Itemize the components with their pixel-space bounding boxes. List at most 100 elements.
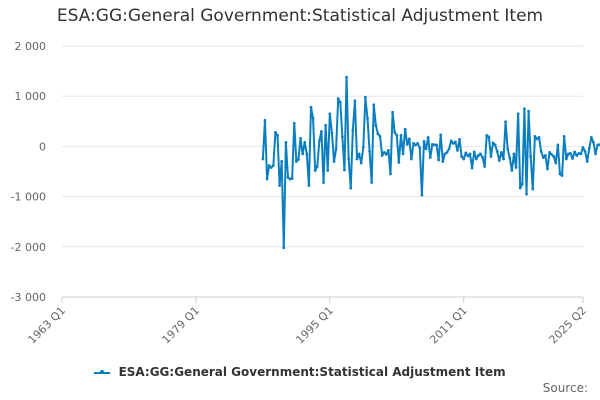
data-point[interactable] [317, 139, 321, 143]
data-point[interactable] [558, 172, 562, 176]
data-point[interactable] [261, 157, 265, 161]
data-point[interactable] [414, 143, 418, 147]
data-point[interactable] [449, 139, 453, 143]
data-point[interactable] [458, 137, 461, 141]
data-point[interactable] [363, 95, 367, 99]
data-point[interactable] [353, 99, 357, 103]
data-point[interactable] [357, 152, 361, 156]
data-point[interactable] [577, 152, 581, 155]
data-point[interactable] [476, 154, 480, 157]
data-point[interactable] [466, 154, 470, 158]
data-point[interactable] [412, 141, 415, 145]
data-point[interactable] [284, 140, 288, 144]
data-point[interactable] [282, 246, 286, 250]
data-point[interactable] [303, 140, 307, 144]
data-point[interactable] [265, 177, 269, 181]
data-point[interactable] [401, 152, 405, 156]
data-point[interactable] [407, 137, 411, 141]
data-point[interactable] [288, 177, 292, 181]
data-point[interactable] [456, 149, 459, 152]
data-point[interactable] [506, 147, 510, 151]
data-point[interactable] [378, 134, 382, 138]
data-point[interactable] [589, 135, 593, 139]
data-point[interactable] [320, 129, 323, 133]
data-point[interactable] [560, 174, 564, 177]
data-point[interactable] [271, 164, 275, 167]
data-point[interactable] [470, 166, 474, 170]
data-point[interactable] [564, 157, 568, 161]
data-point[interactable] [313, 169, 317, 172]
data-point[interactable] [416, 141, 420, 145]
data-point[interactable] [269, 166, 273, 169]
data-point[interactable] [495, 150, 499, 153]
data-point[interactable] [428, 156, 432, 159]
data-point[interactable] [554, 161, 558, 165]
data-point[interactable] [552, 155, 556, 158]
data-point[interactable] [334, 147, 338, 151]
data-point[interactable] [349, 186, 353, 190]
data-point[interactable] [512, 152, 516, 156]
data-point[interactable] [441, 160, 445, 163]
data-point[interactable] [516, 112, 520, 116]
data-point[interactable] [489, 155, 493, 158]
data-point[interactable] [384, 153, 388, 156]
data-point[interactable] [418, 146, 422, 150]
data-point[interactable] [332, 160, 336, 163]
data-point[interactable] [276, 133, 279, 137]
data-point[interactable] [550, 153, 554, 156]
data-point[interactable] [571, 157, 574, 160]
data-point[interactable] [546, 167, 549, 171]
data-point[interactable] [474, 157, 478, 161]
data-point[interactable] [460, 155, 464, 158]
data-point[interactable] [523, 107, 526, 111]
data-point[interactable] [525, 192, 528, 196]
data-point[interactable] [361, 146, 365, 149]
data-point[interactable] [520, 182, 524, 186]
data-point[interactable] [355, 157, 359, 161]
data-point[interactable] [389, 172, 392, 176]
data-point[interactable] [311, 116, 315, 120]
data-point[interactable] [527, 109, 530, 113]
data-point[interactable] [267, 164, 271, 167]
data-point[interactable] [491, 141, 495, 145]
data-point[interactable] [433, 143, 436, 147]
data-point[interactable] [403, 127, 407, 131]
data-point[interactable] [338, 100, 342, 104]
data-point[interactable] [508, 156, 512, 160]
data-point[interactable] [437, 158, 441, 162]
data-point[interactable] [514, 166, 518, 169]
data-point[interactable] [592, 140, 595, 144]
data-point[interactable] [343, 168, 346, 172]
data-point[interactable] [468, 152, 472, 156]
data-point[interactable] [497, 159, 501, 162]
data-point[interactable] [280, 160, 284, 163]
data-point[interactable] [393, 130, 397, 134]
data-point[interactable] [307, 184, 311, 187]
data-point[interactable] [305, 152, 309, 156]
data-point[interactable] [376, 132, 380, 136]
data-point[interactable] [447, 147, 451, 151]
data-point[interactable] [439, 133, 443, 137]
series-line[interactable] [261, 76, 600, 249]
data-point[interactable] [502, 157, 505, 161]
data-point[interactable] [445, 151, 449, 154]
data-point[interactable] [410, 157, 413, 161]
data-point[interactable] [500, 151, 503, 154]
data-point[interactable] [443, 152, 447, 156]
data-point[interactable] [451, 141, 455, 145]
data-point[interactable] [297, 158, 300, 161]
data-point[interactable] [395, 133, 399, 137]
data-point[interactable] [374, 123, 378, 127]
data-point[interactable] [569, 152, 572, 155]
data-point[interactable] [366, 116, 369, 120]
data-point[interactable] [292, 121, 296, 125]
data-point[interactable] [479, 152, 482, 156]
data-point[interactable] [493, 143, 497, 147]
data-point[interactable] [405, 142, 409, 146]
data-point[interactable] [518, 186, 522, 190]
data-point[interactable] [382, 151, 386, 154]
data-point[interactable] [430, 142, 434, 146]
data-point[interactable] [594, 152, 597, 156]
data-point[interactable] [315, 165, 319, 168]
data-point[interactable] [328, 112, 332, 116]
